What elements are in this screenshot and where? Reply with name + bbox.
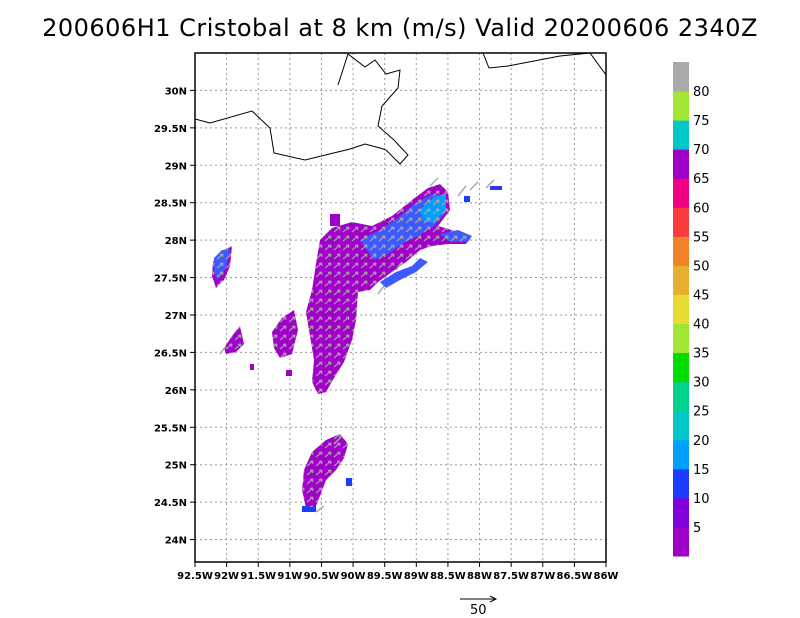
wind-patch <box>302 506 316 512</box>
colorbar-label: 70 <box>693 143 710 158</box>
colorbar-segment <box>673 439 689 470</box>
y-tick-label: 25N <box>165 461 187 472</box>
colorbar-segment <box>673 91 689 121</box>
y-tick-label: 26N <box>165 386 187 397</box>
reference-vector: 50 <box>460 595 498 618</box>
colorbar-segment <box>673 207 689 237</box>
x-tick-label: 91.5W <box>240 571 276 582</box>
x-tick-label: 86W <box>594 571 619 582</box>
x-tick-label: 90W <box>341 571 366 582</box>
colorbar-segment <box>673 294 689 325</box>
colorbar-label: 20 <box>693 434 710 449</box>
colorbar-segment <box>673 236 689 266</box>
colorbar-label: 80 <box>693 85 710 100</box>
colorbar-segment <box>673 178 689 208</box>
x-tick-label: 87W <box>530 571 555 582</box>
plot-title: 200606H1 Cristobal at 8 km (m/s) Valid 2… <box>42 14 758 42</box>
latitude-axis: 24N 24.5N 25N 25.5N 26N 26.5N 27N 27.5N 28N 28.5N… <box>154 86 195 547</box>
reference-vector-label: 50 <box>470 603 487 618</box>
wind-patch <box>490 186 502 190</box>
x-tick-label: 91W <box>277 571 302 582</box>
y-tick-label: 25.5N <box>154 423 187 434</box>
colorbar-label: 25 <box>693 405 710 420</box>
coastline-mississippi <box>470 53 606 76</box>
x-tick-label: 86.5W <box>557 571 593 582</box>
y-tick-label: 24N <box>165 536 187 547</box>
x-tick-label: 89.5W <box>367 571 403 582</box>
coastline <box>195 53 606 165</box>
colorbar-segment <box>673 352 689 383</box>
colorbar-segment <box>673 149 689 179</box>
y-tick-label: 28.5N <box>154 199 187 210</box>
y-tick-label: 29.5N <box>154 124 187 135</box>
arrowhead-icon <box>489 595 498 603</box>
colorbar-segment <box>673 323 689 354</box>
wind-patch <box>250 364 254 370</box>
colorbar-label: 60 <box>693 201 710 216</box>
wind-patch <box>464 196 470 202</box>
colorbar-label: 30 <box>693 376 710 391</box>
y-tick-label: 24.5N <box>154 498 187 509</box>
colorbar-segment <box>673 468 689 499</box>
x-tick-label: 92.5W <box>177 571 213 582</box>
colorbar-label: 55 <box>693 230 710 245</box>
colorbar-segment <box>673 526 689 557</box>
map-grid <box>195 53 606 562</box>
colorbar-label: 65 <box>693 172 710 187</box>
colorbar-label: 35 <box>693 347 710 362</box>
x-tick-label: 89W <box>404 571 429 582</box>
colorbar <box>673 62 689 557</box>
x-tick-label: 88.5W <box>430 571 466 582</box>
colorbar-labels: 5 10 15 20 25 30 35 40 45 50 55 60 65 70 75 80 <box>693 85 710 536</box>
colorbar-segment <box>673 410 689 441</box>
colorbar-label: 10 <box>693 492 710 507</box>
longitude-axis: 92.5W 92W 91.5W 91W 90.5W 90W 89.5W 89W 88.5W 88W… <box>177 562 618 582</box>
wind-patch <box>346 478 352 486</box>
y-tick-label: 27.5N <box>154 274 187 285</box>
colorbar-segment <box>673 265 689 295</box>
colorbar-segment <box>673 62 689 92</box>
colorbar-label: 75 <box>693 114 710 129</box>
y-tick-label: 30N <box>165 86 187 97</box>
y-tick-label: 28N <box>165 236 187 247</box>
colorbar-label: 50 <box>693 259 710 274</box>
colorbar-label: 40 <box>693 318 710 333</box>
y-tick-label: 29N <box>165 161 187 172</box>
x-tick-label: 90.5W <box>304 571 340 582</box>
x-tick-label: 92W <box>214 571 239 582</box>
y-tick-label: 27N <box>165 311 187 322</box>
y-tick-label: 26.5N <box>154 348 187 359</box>
coastline-louisiana <box>195 53 409 165</box>
colorbar-segment <box>673 497 689 528</box>
wind-patch <box>286 370 292 376</box>
colorbar-segment <box>673 120 689 150</box>
plot-frame <box>194 52 607 563</box>
x-tick-label: 87.5W <box>493 571 529 582</box>
colorbar-label: 5 <box>693 521 701 536</box>
colorbar-label: 45 <box>693 288 710 303</box>
outlying-vectors <box>219 177 495 513</box>
wind-field <box>212 177 502 513</box>
colorbar-segment <box>673 381 689 412</box>
wind-area-fast-band <box>380 258 428 288</box>
wind-patch <box>330 214 340 226</box>
colorbar-label: 15 <box>693 463 710 478</box>
x-tick-label: 88W <box>467 571 492 582</box>
